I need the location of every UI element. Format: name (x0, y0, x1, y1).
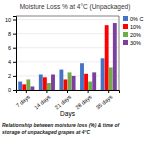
legend-label: 30% (130, 40, 141, 46)
tick: 4 (8, 59, 16, 65)
legend: 0% C 10% 20% 30% (123, 16, 143, 46)
tick: 10 (5, 17, 16, 23)
tick: 21 days (54, 90, 73, 111)
tick-mark (26, 90, 27, 93)
tick-mark (13, 62, 16, 63)
bar (43, 77, 47, 90)
bar (88, 82, 92, 90)
bar (30, 86, 34, 90)
tick-label: 14 days (33, 93, 52, 110)
tick-label: 7 days (15, 93, 31, 108)
tick-label: 6 (8, 45, 11, 51)
legend-label: 20% (130, 32, 141, 38)
tick-mark (13, 90, 16, 91)
tick-label: 2 (8, 73, 11, 79)
legend-label: 10% (130, 24, 141, 30)
tick-mark (13, 76, 16, 77)
tick-mark (13, 34, 16, 35)
bar (51, 74, 55, 90)
axis-line (13, 17, 17, 91)
tick-mark (46, 90, 47, 93)
tick-mark (13, 48, 16, 49)
bar (80, 63, 84, 90)
legend-item: 20% (123, 32, 141, 38)
bar (101, 58, 105, 90)
bar (22, 84, 26, 90)
tick-mark (88, 90, 89, 93)
grid-line (16, 47, 119, 48)
tick-label: 28 days (74, 93, 93, 110)
bar (39, 74, 43, 90)
tick-label: 10 (5, 17, 11, 23)
tick: 28 days (74, 90, 93, 111)
legend-label: 0% C (130, 16, 143, 22)
legend-item: 10% (123, 24, 141, 30)
tick-mark (67, 90, 68, 93)
chart: 0 2 4 6 8 10 7 days14 days21 days28 days35 day… (0, 0, 150, 150)
caption: Relationship between moisture loss (%) &… (2, 122, 121, 135)
tick-label: 35 days (95, 93, 114, 110)
bar (18, 82, 22, 90)
bar (105, 25, 109, 90)
tick: 7 days (15, 90, 31, 109)
grid-line (16, 19, 119, 20)
tick-mark (13, 20, 16, 21)
x-axis: 7 days14 days21 days28 days35 days (15, 90, 120, 111)
bar (59, 70, 63, 90)
bar (26, 79, 30, 90)
y-axis: 0 2 4 6 8 10 (5, 17, 17, 94)
series (22, 25, 108, 90)
bar (47, 83, 51, 90)
tick-mark (108, 90, 109, 93)
series (26, 67, 112, 90)
legend-item: 0% C (123, 16, 143, 22)
series (18, 58, 104, 90)
tick-label: 4 (8, 59, 11, 65)
frame (119, 16, 120, 90)
legend-swatch (123, 16, 128, 21)
bar (72, 76, 76, 90)
bar (68, 72, 72, 90)
tick: 14 days (33, 90, 52, 111)
bar (64, 79, 68, 90)
bar (109, 67, 113, 90)
axis-line (17, 91, 120, 94)
tick: 0 (8, 87, 16, 93)
bars (18, 23, 116, 90)
tick-label: 0 (8, 87, 11, 93)
legend-swatch (123, 24, 128, 29)
bar (84, 74, 88, 90)
bar (92, 72, 96, 90)
caption-line: storage of unpackaged grapes at 4°C (2, 129, 91, 135)
caption-line: Relationship between moisture loss (%) &… (2, 122, 121, 128)
legend-swatch (123, 40, 128, 45)
bar (113, 23, 117, 90)
legend-item: 30% (123, 40, 141, 46)
tick: 35 days (95, 90, 114, 111)
grid-line (16, 33, 119, 34)
frame (16, 16, 119, 17)
legend-swatch (123, 32, 128, 37)
series (30, 23, 116, 90)
grid (16, 20, 119, 90)
tick: 8 (8, 31, 16, 37)
tick-label: 8 (8, 31, 11, 37)
x-axis-title: Days (60, 110, 76, 118)
tick: 6 (8, 45, 16, 51)
tick: 2 (8, 73, 16, 79)
tick-label: 21 days (54, 93, 73, 110)
title: Moisture Loss % at 4°C (Unpackaged) (20, 3, 131, 11)
